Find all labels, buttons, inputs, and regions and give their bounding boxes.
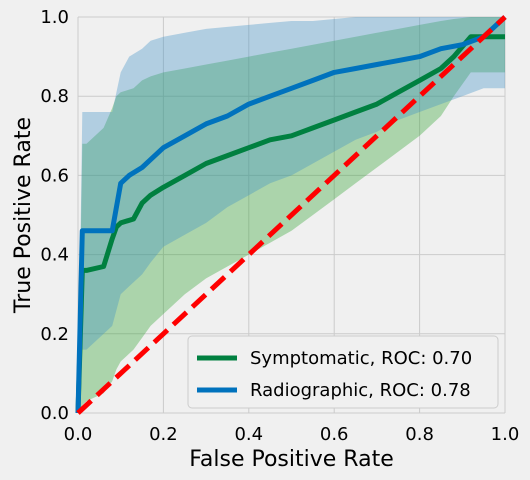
x-tick-label: 1.0 [491,424,520,445]
y-tick-label: 1.0 [40,7,69,28]
roc-lines [75,15,507,414]
x-tick-label: 0.6 [320,424,349,445]
x-tick-label: 0.8 [405,424,434,445]
legend-label-symptomatic: Symptomatic, ROC: 0.70 [250,348,472,369]
roc-line-symptomatic [75,34,505,414]
legend-label-radiographic: Radiographic, ROC: 0.78 [250,380,471,401]
x-tick-label: 0.2 [149,424,178,445]
y-axis-label: True Positive Rate [11,117,36,314]
legend-box [187,335,499,409]
x-tick-label: 0.0 [64,424,93,445]
x-tick-label: 0.4 [234,424,263,445]
chance-diagonal [76,15,507,415]
y-tick-label: 0.8 [40,86,69,107]
y-tick-label: 0.6 [40,165,69,186]
y-tick-label: 0.4 [40,245,69,266]
x-axis-label: False Positive Rate [189,447,393,472]
confidence-band-radiographic [78,17,505,413]
grid [77,16,506,414]
y-tick-labels: 0.0 0.2 0.4 0.6 0.8 1.0 [40,7,69,424]
y-tick-label: 0.0 [40,403,69,424]
roc-line-radiographic [75,15,507,414]
y-tick-label: 0.2 [40,324,69,345]
legend: Symptomatic, ROC: 0.70 Radiographic, ROC… [187,335,499,409]
x-tick-labels: 0.0 0.2 0.4 0.6 0.8 1.0 [64,424,520,445]
